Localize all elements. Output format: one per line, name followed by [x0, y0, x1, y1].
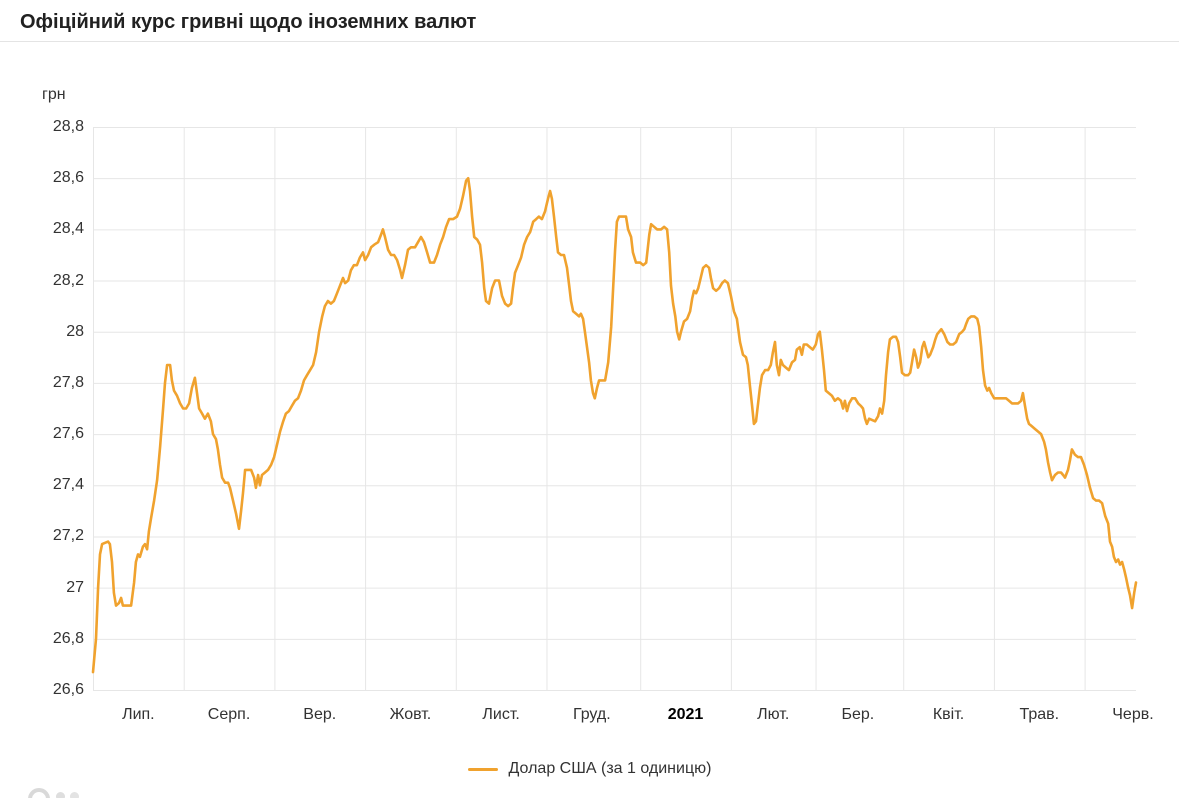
x-tick-label: Груд. [572, 706, 611, 723]
watermark-dot-icon [56, 792, 65, 798]
header: Офіційний курс гривні щодо іноземних вал… [0, 0, 1179, 42]
y-tick-label: 27,4 [52, 476, 84, 494]
y-axis-labels: 28,8 28,6 28,4 28,2 28 27,8 27,6 27,4 27,2 27 26,8… [0, 0, 84, 798]
y-tick-label: 28,4 [52, 220, 84, 238]
legend-label: Долар США (за 1 одиницю) [508, 760, 712, 777]
legend-item-usd[interactable]: Долар США (за 1 одиницю) [0, 760, 1179, 778]
y-tick-label: 27,8 [52, 373, 84, 391]
page-title: Офіційний курс гривні щодо іноземних вал… [20, 11, 477, 33]
y-tick-label: 27 [66, 578, 84, 596]
x-tick-label: Квіт. [932, 706, 965, 723]
legend-line-swatch [467, 767, 498, 771]
x-tick-label: Жовт. [389, 706, 432, 723]
x-tick-label: Серп. [207, 706, 251, 723]
y-tick-label: 28,8 [52, 118, 84, 135]
y-tick-label: 26,6 [52, 681, 84, 698]
x-tick-label: Вер. [303, 706, 337, 723]
x-tick-label: Лист. [482, 706, 520, 723]
x-tick-label: Трав. [1019, 706, 1060, 723]
x-tick-label: Лют. [757, 706, 790, 723]
y-tick-label: 27,2 [52, 527, 84, 545]
x-tick-label: Черв. [1112, 706, 1154, 723]
y-tick-label: 26,8 [52, 629, 84, 647]
y-axis-title: грн [42, 86, 66, 103]
y-tick-label: 27,6 [52, 425, 84, 443]
x-tick-label: Бер. [841, 706, 875, 723]
watermark-logo [28, 788, 98, 798]
y-tick-label: 28,2 [52, 271, 84, 289]
usd-rate-line[interactable] [91, 176, 1138, 674]
y-tick-label: 28 [66, 322, 84, 340]
x-tick-label: 2021 [667, 706, 704, 723]
watermark-dot-icon [70, 792, 79, 798]
watermark-ring-icon [28, 788, 50, 798]
x-tick-label: Лип. [122, 706, 155, 723]
y-tick-label: 28,6 [52, 169, 84, 187]
